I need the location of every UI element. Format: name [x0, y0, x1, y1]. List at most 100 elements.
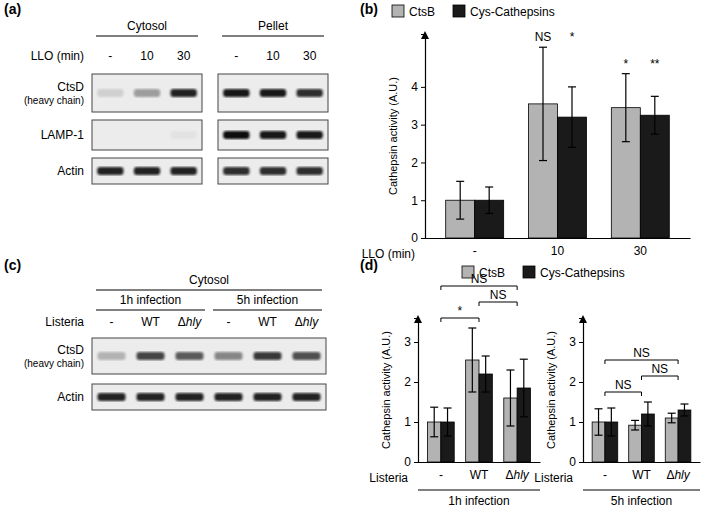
band: [296, 131, 322, 139]
error-cap: [482, 391, 490, 392]
error-stem: [447, 408, 448, 436]
band: [260, 167, 286, 175]
x-axis-line: [426, 238, 691, 239]
significance: *: [570, 30, 575, 44]
bar-chart: 0123-WTΔhlyCathepsin activity (A.U.)List…: [534, 315, 700, 508]
error-cap: [485, 213, 493, 214]
row-label: Actin: [57, 390, 84, 404]
error-bar: [644, 402, 652, 426]
bar: [665, 418, 678, 462]
error-cap: [468, 391, 476, 392]
y-axis-title: Cathepsin activity (A.U.): [545, 331, 557, 449]
plot-area: [428, 328, 531, 462]
y-axis-title: Cathepsin activity (A.U.): [387, 77, 399, 195]
blot-header: Cytosol: [189, 273, 229, 287]
error-stem: [434, 407, 435, 437]
comparison-bracket: [605, 392, 642, 396]
row-label: LAMP-1: [41, 128, 85, 142]
y-axis-title: Cathepsin activity (A.U.): [380, 331, 392, 449]
legend-item: Cys-Cathepsins: [523, 266, 625, 280]
error-stem: [625, 74, 626, 142]
y-tick-mark: [579, 422, 583, 423]
blot-frame: [92, 158, 202, 184]
comparison-bracket: [479, 302, 517, 306]
band: [214, 393, 242, 401]
x-tick: 30: [634, 238, 648, 258]
comparison-bracket: [642, 376, 679, 380]
group-rule: [222, 36, 324, 37]
x-tick-label: Δhly: [666, 468, 690, 482]
band: [134, 167, 160, 175]
x-axis-title: Listeria: [369, 471, 408, 485]
band: [214, 352, 242, 360]
y-axis: 0123: [569, 319, 583, 470]
y-tick-label: 3: [411, 118, 418, 132]
row-note: (heavy chain): [24, 95, 84, 106]
lane-title: LLO (min): [31, 49, 84, 63]
error-cap: [444, 407, 452, 408]
error-bar: [520, 359, 528, 417]
group-label: Pellet: [258, 19, 289, 33]
group-rule: [96, 36, 198, 37]
x-tick: Δhly: [666, 462, 690, 482]
legend-label: CtsB: [409, 5, 435, 19]
error-cap: [539, 160, 547, 161]
y-tick-mark: [421, 162, 425, 163]
error-cap: [644, 425, 652, 426]
y-tick-mark: [579, 462, 583, 463]
lane-label: -: [110, 315, 114, 329]
error-bar: [430, 407, 438, 437]
error-bar: [539, 47, 547, 160]
legend-label: Cys-Cathepsins: [540, 266, 625, 280]
axis-arrow: [421, 31, 429, 39]
error-cap: [651, 96, 659, 97]
comparison-bracket: [605, 360, 678, 364]
comparison-label: NS: [633, 346, 650, 360]
significance: *: [623, 57, 628, 71]
comparison-label: NS: [651, 362, 668, 376]
band: [97, 352, 125, 360]
band: [136, 352, 164, 360]
y-tick-label: 2: [411, 156, 418, 170]
bar: [629, 425, 642, 462]
error-bar: [482, 356, 490, 392]
error-cap: [668, 413, 676, 414]
band: [134, 89, 160, 97]
y-tick: 2: [411, 156, 425, 170]
y-tick: 1: [404, 415, 418, 429]
y-tick-mark: [414, 462, 418, 463]
y-axis-line: [421, 35, 426, 239]
plot-area: [592, 402, 691, 462]
comparison-label: NS: [490, 288, 507, 302]
error-cap: [568, 147, 576, 148]
y-tick-mark: [421, 238, 425, 239]
legend-swatch: [392, 5, 404, 17]
comparison-label: NS: [471, 272, 488, 286]
error-cap: [456, 219, 464, 220]
x-tick: WT: [632, 462, 651, 482]
band: [223, 167, 249, 175]
legend: CtsBCys-Cathepsins: [392, 5, 555, 19]
error-cap: [485, 186, 493, 187]
blot-frame: [92, 74, 202, 112]
lane-label: Δhly: [178, 315, 202, 329]
error-bar: [568, 87, 576, 147]
lane-label: WT: [141, 315, 160, 329]
group-rule: [96, 310, 205, 311]
x-tick-label: WT: [632, 468, 651, 482]
error-cap: [430, 407, 438, 408]
blot: LLO (min)Cytosol-1030Pellet-1030CtsD(hea…: [24, 19, 328, 184]
error-stem: [671, 413, 672, 423]
blot-frame: [218, 158, 328, 184]
lane-label: 10: [266, 49, 280, 63]
group-label: Cytosol: [127, 19, 167, 33]
x-tick-label: WT: [470, 468, 489, 482]
y-tick-mark: [414, 382, 418, 383]
error-bar: [468, 328, 476, 392]
x-tick-label: 30: [634, 244, 648, 258]
axis-arrow: [414, 315, 422, 323]
error-cap: [680, 403, 688, 404]
error-stem: [647, 402, 648, 426]
error-bar: [444, 408, 452, 436]
y-axis: 01234: [411, 35, 425, 246]
